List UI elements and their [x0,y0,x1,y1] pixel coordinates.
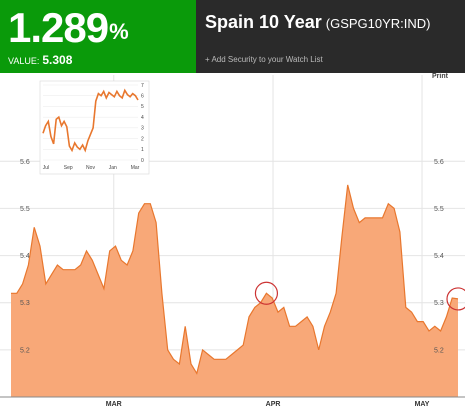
y-tick-label-left: 5.4 [20,253,30,260]
chart-area: 5.2 5.2 5.3 5.3 5.4 5.4 5.5 5.5 5.6 5.6 MAR APR MAY 0… [0,73,465,413]
add-to-watchlist-link[interactable]: + Add Security to your Watch List [205,55,323,64]
inset-y-tick-label: 5 [141,104,144,110]
x-tick-label: MAR [106,401,122,408]
value-readout: VALUE: 5.308 [8,53,72,67]
y-tick-label-left: 5.2 [20,347,30,354]
inset-y-tick-label: 0 [141,158,144,164]
change-panel: 1.289% VALUE: 5.308 [0,0,196,73]
highlight-marker [446,287,465,311]
y-tick-label-right: 5.2 [434,347,444,354]
inset-line [42,88,139,153]
security-title: Spain 10 Year (GSPG10YR:IND) [205,12,431,33]
value-label: VALUE: [8,56,40,66]
quote-header: 1.289% VALUE: 5.308 Spain 10 Year (GSPG10Y… [0,0,465,73]
y-tick-label-left: 5.5 [20,206,30,213]
inset-y-tick-label: 6 [141,94,144,100]
inset-x-tick-label: Nov [86,165,95,171]
x-tick-label: APR [266,401,281,408]
y-tick-label-right: 5.3 [434,300,444,307]
security-name: Spain 10 Year [205,12,322,32]
inset-y-tick-label: 4 [141,115,144,121]
inset-x-tick-label: Jul [43,165,49,171]
security-panel: Spain 10 Year (GSPG10YR:IND) + Add Securi… [196,0,465,73]
percent-change-value: 1.289 [8,4,109,51]
y-tick-label-left: 5.6 [20,159,30,166]
x-tick-label: MAY [415,401,430,408]
yield-line [11,184,459,375]
y-tick-label-right: 5.6 [434,159,444,166]
value-number: 5.308 [42,53,73,67]
inset-x-tick-label: Jan [109,165,117,171]
inset-y-tick-label: 1 [141,147,144,153]
inset-y-tick-label: 2 [141,136,144,142]
print-link[interactable]: Print [432,73,448,80]
inset-x-tick-label: Mar [131,165,140,171]
y-tick-label-right: 5.5 [434,206,444,213]
inset-y-tick-label: 3 [141,126,144,132]
yield-area [11,184,458,397]
percent-sign: % [109,19,129,44]
yield-chart: 5.2 5.2 5.3 5.3 5.4 5.4 5.5 5.5 5.6 5.6 MAR APR MAY 0… [0,75,465,408]
y-tick-label-left: 5.3 [20,300,30,307]
inset-x-tick-label: Sep [64,165,73,171]
inset-y-tick-label: 7 [141,83,144,89]
y-tick-label-right: 5.4 [434,253,444,260]
highlight-marker [254,281,279,305]
security-ticker: (GSPG10YR:IND) [325,16,431,31]
percent-change: 1.289% [8,4,129,52]
